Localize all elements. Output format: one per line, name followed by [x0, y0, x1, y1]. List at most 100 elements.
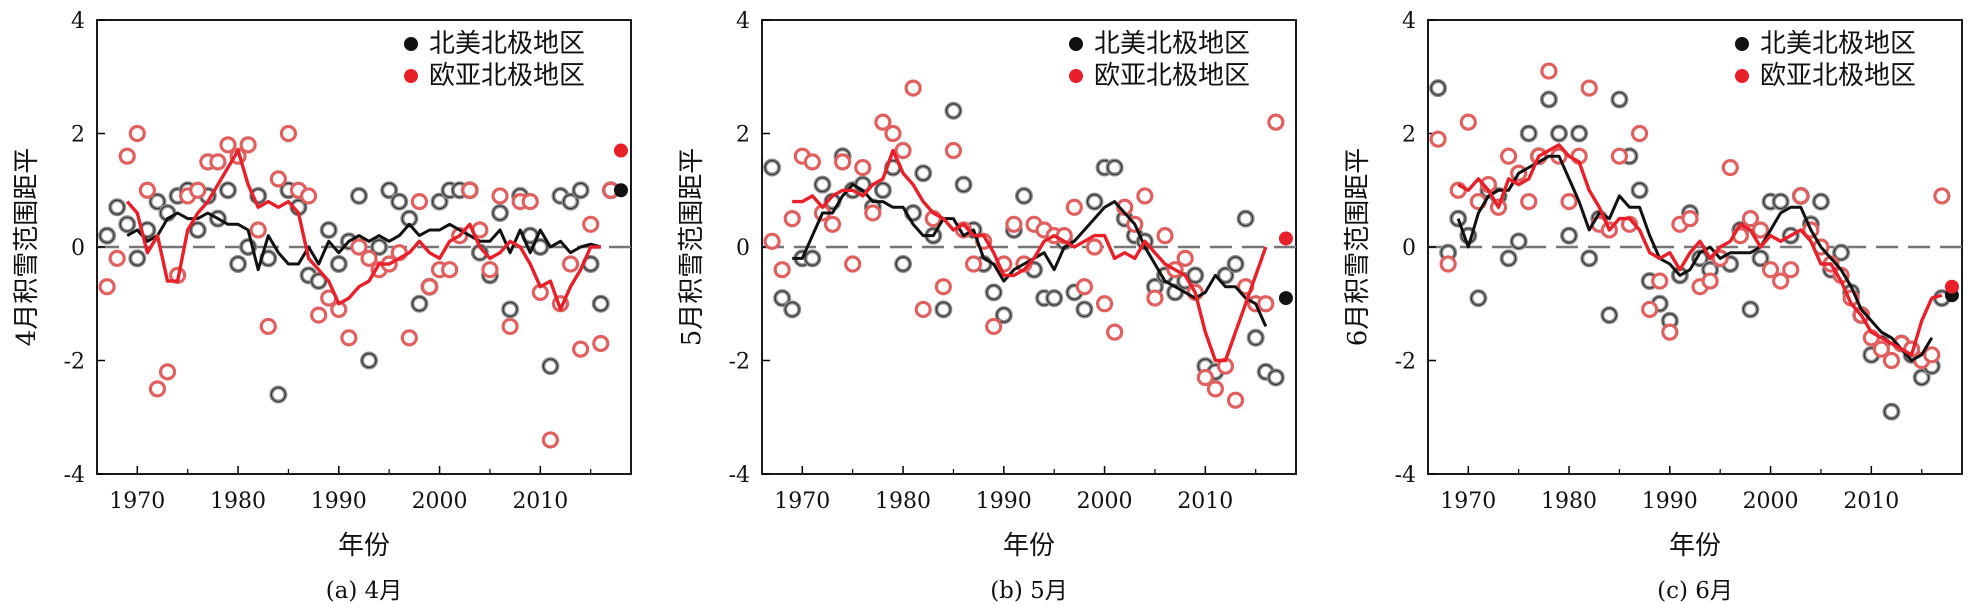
na-data-point-outline	[109, 199, 125, 215]
ea-data-point	[340, 329, 358, 347]
na-data-point-outline	[1248, 330, 1264, 346]
legend-label-ea: 欧亚北极地区	[1094, 61, 1250, 91]
na-data-point-outline	[1046, 290, 1062, 306]
ea-data-point	[854, 158, 872, 177]
ea-data-point	[521, 193, 539, 211]
ea-data-point	[1520, 193, 1538, 211]
ea-data-point	[592, 334, 610, 353]
ea-data-point	[1106, 323, 1124, 341]
y-tick-label: 0	[1402, 236, 1416, 261]
y-tick-label: -4	[64, 463, 85, 488]
ea-data-point	[310, 306, 328, 324]
ea-data-point	[1085, 238, 1104, 256]
ea-data-point	[894, 141, 912, 160]
ea-data-point	[763, 232, 781, 250]
na-data-point-outline	[210, 211, 226, 227]
na-data-point-outline	[774, 290, 790, 306]
x-tick-label: 2000	[412, 489, 468, 514]
na-data-point-outline	[1541, 91, 1557, 108]
ea-data-point	[128, 124, 146, 143]
ea-data-point	[864, 204, 882, 222]
ea-data-point	[461, 181, 479, 199]
ea-data-point	[1651, 272, 1669, 290]
ea-data-point	[561, 255, 580, 273]
ea-data-point	[1882, 351, 1901, 370]
x-tick-label: 2010	[1843, 489, 1899, 514]
ea-data-point	[904, 79, 922, 97]
na-data-point-outline	[311, 273, 327, 289]
na-smoothed-line	[1456, 154, 1934, 362]
ea-data-point	[209, 153, 227, 171]
panel-caption: (c) 6月	[1657, 578, 1733, 604]
na-data-point-outline	[996, 307, 1012, 323]
na-data-point-outline	[573, 182, 589, 198]
x-tick-label: 1980	[875, 489, 931, 514]
ea-data-point	[269, 170, 287, 188]
na-data-point-outline	[129, 250, 145, 266]
ea-data-point	[1681, 210, 1699, 228]
na-data-point-outline	[1521, 125, 1537, 142]
ea-data-point	[1095, 295, 1114, 313]
legend-label-ea: 欧亚北极地区	[1760, 61, 1916, 91]
ea-data-point	[299, 187, 318, 205]
ea-data-point	[1459, 113, 1477, 131]
ea-smoothed-line	[125, 148, 601, 312]
ea-data-point	[108, 249, 126, 267]
ea-data-point	[985, 317, 1003, 336]
y-tick-label: 2	[1402, 123, 1416, 148]
ea-data-point	[491, 187, 509, 205]
na-data-point-outline	[230, 256, 246, 272]
ea-data-point	[259, 317, 277, 336]
ea-data-point	[1751, 221, 1770, 239]
ea-data-point	[1176, 249, 1194, 267]
na-data-point-outline	[119, 216, 135, 232]
x-axis-label: 年份	[1003, 531, 1055, 561]
legend-marker-ea	[1735, 69, 1749, 83]
ea-data-point	[1540, 62, 1558, 80]
na-data-point-outline	[1833, 245, 1849, 261]
na-data-point-outline	[935, 301, 951, 318]
chart-panel-2: -4 -2 0 2 4 1970 1980 1990 2000 2010 年份 5月积雪范围距平 (b)…	[677, 9, 1297, 604]
x-axis-label: 年份	[338, 531, 390, 561]
ea-data-point	[783, 210, 801, 228]
x-tick-label: 1990	[311, 489, 367, 514]
ea-data-point	[148, 380, 167, 398]
ea-data-point	[1933, 187, 1951, 205]
x-tick-label: 1970	[109, 489, 165, 514]
na-data-point-outline	[1430, 80, 1446, 96]
na-data-point-outline	[361, 352, 377, 369]
na-data-point-outline	[1107, 159, 1123, 176]
na-data-point-outline	[542, 358, 558, 374]
na-data-point-outline	[411, 296, 428, 312]
x-axis-label: 年份	[1669, 531, 1721, 561]
na-data-point-outline	[1268, 369, 1284, 386]
na-data-point-outline	[1631, 182, 1648, 198]
na-smoothed-line	[792, 183, 1268, 328]
na-data-point-outline	[1470, 290, 1486, 306]
na-data-point-outline	[1187, 267, 1203, 283]
ea-data-point	[1792, 187, 1810, 205]
ea-2018-point	[1278, 231, 1293, 246]
na-data-point-outline	[190, 222, 206, 238]
na-data-point-outline	[814, 176, 831, 193]
series-5	[613, 143, 628, 158]
ea-data-point	[1065, 198, 1083, 216]
ea-data-point	[239, 136, 257, 154]
series-4	[613, 183, 628, 198]
y-axis-label: 6月积雪范围距平	[1343, 148, 1373, 347]
y-axis-label: 4月积雪范围距平	[12, 148, 42, 347]
ea-data-point	[844, 255, 862, 273]
y-tick-label: 2	[71, 123, 85, 148]
series-3	[125, 148, 601, 312]
na-smoothed-line	[126, 211, 602, 272]
ea-data-point	[481, 261, 499, 279]
ea-data-point	[1761, 261, 1780, 279]
series-2	[126, 211, 602, 272]
ea-data-point	[400, 329, 418, 347]
na-data-point-outline	[321, 222, 337, 238]
na-data-point-outline	[986, 284, 1002, 300]
ea-data-point	[582, 215, 600, 233]
